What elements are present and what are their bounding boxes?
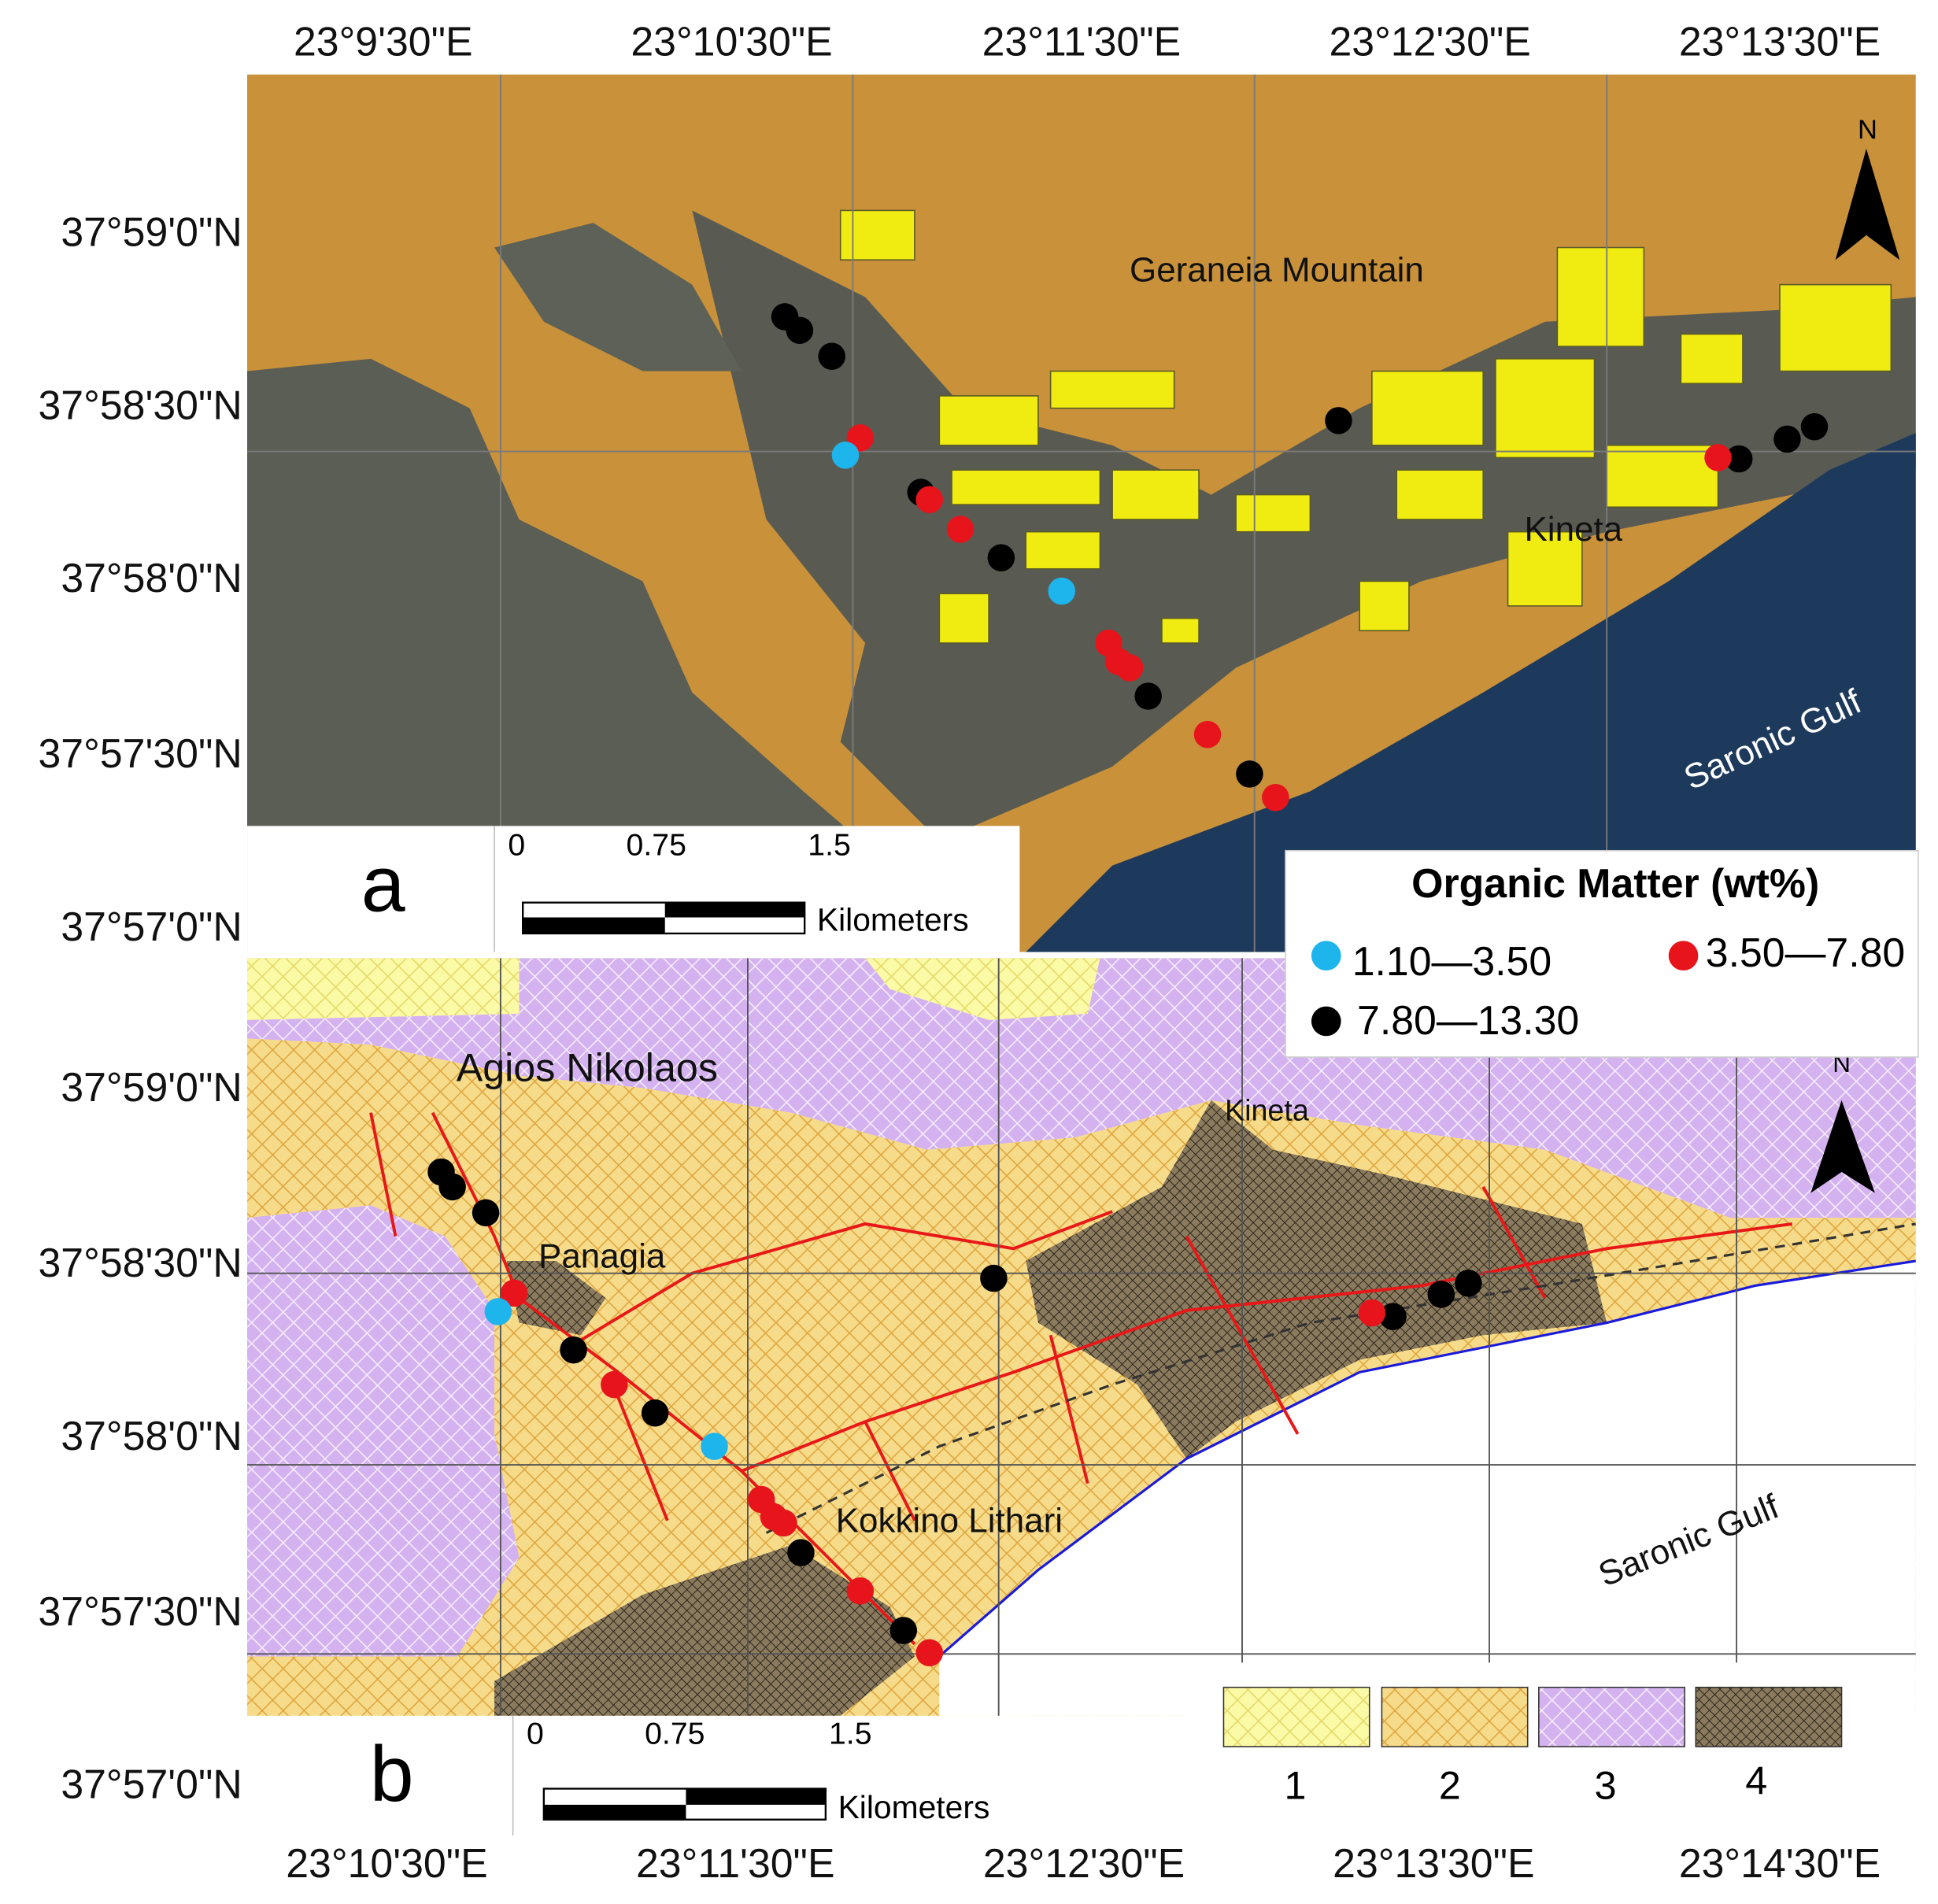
lat-label: 37°57'0"N xyxy=(61,1762,242,1807)
panel-label: b xyxy=(370,1730,414,1818)
lon-label: 23°12'30"E xyxy=(1329,19,1530,65)
place-label: Kineta xyxy=(1524,510,1622,549)
unit-swatch xyxy=(1538,1686,1685,1747)
lat-label: 37°57'30"N xyxy=(39,730,242,776)
scale-tick: 0 xyxy=(527,1716,544,1751)
scale-tick: 0.75 xyxy=(627,827,686,862)
unit-label: 1 xyxy=(1285,1764,1307,1808)
unit-label: 4 xyxy=(1745,1758,1767,1802)
lat-label: 37°58'30"N xyxy=(39,382,242,427)
scale-tick: 1.5 xyxy=(808,827,851,862)
scale-unit: Kilometers xyxy=(838,1789,990,1825)
north-label: N xyxy=(1858,115,1877,145)
scale-tick: 0.75 xyxy=(645,1716,705,1751)
north-arrow xyxy=(1810,1100,1875,1193)
unit-swatch xyxy=(1381,1686,1529,1747)
legend-label: 7.80—13.30 xyxy=(1357,997,1579,1043)
unit-swatch xyxy=(1695,1686,1843,1747)
lon-label: 23°12'30"E xyxy=(983,1840,1185,1886)
place-label: Kineta xyxy=(1225,1094,1309,1127)
lon-label: 23°11'30"E xyxy=(982,19,1182,65)
place-label: Panagia xyxy=(538,1237,666,1276)
scale-tick: 0 xyxy=(508,827,525,862)
lat-label: 37°58'30"N xyxy=(39,1240,242,1285)
lon-label: 23°14'30"E xyxy=(1679,1840,1881,1886)
scale-bar xyxy=(521,901,806,935)
lat-label: 37°58'0"N xyxy=(61,555,242,601)
coordinate-labels: 23°9'30"E 23°10'30"E 23°11'30"E 23°12'30… xyxy=(39,19,1881,1886)
legend-swatch xyxy=(1311,1006,1341,1037)
legend-title: Organic Matter (wt%) xyxy=(1411,860,1819,906)
lon-label: 23°13'30"E xyxy=(1679,19,1881,65)
lon-label: 23°11'30"E xyxy=(636,1840,835,1886)
lat-label: 37°57'0"N xyxy=(61,904,242,949)
scale-unit: Kilometers xyxy=(817,902,969,938)
legend-swatch xyxy=(1311,941,1341,971)
lat-label: 37°59'0"N xyxy=(61,1064,242,1110)
lat-label: 37°57'30"N xyxy=(39,1588,242,1634)
lon-label: 23°13'30"E xyxy=(1333,1840,1534,1886)
scale-tick: 1.5 xyxy=(829,1716,872,1751)
lon-label: 23°9'30"E xyxy=(294,19,473,65)
scale-bar xyxy=(542,1788,827,1821)
panel-label: a xyxy=(361,841,405,929)
lat-label: 37°58'0"N xyxy=(61,1413,242,1459)
place-label: Geraneia Mountain xyxy=(1130,251,1424,290)
north-arrow xyxy=(1835,148,1900,261)
unit-label: 3 xyxy=(1595,1764,1617,1808)
place-label: Kokkino Lithari xyxy=(836,1502,1063,1540)
place-label: Agios Nikolaos xyxy=(457,1046,718,1090)
panel-a-map xyxy=(247,74,1916,952)
panel-a-dots xyxy=(771,303,1829,812)
unit-label: 2 xyxy=(1439,1764,1461,1808)
legend-box xyxy=(1285,849,1919,1058)
legend-label: 3.50—7.80 xyxy=(1706,930,1905,975)
lon-label: 23°10'30"E xyxy=(631,19,832,65)
unit-swatch xyxy=(1222,1686,1370,1747)
legend-swatch xyxy=(1668,941,1699,971)
legend-label: 1.10—3.50 xyxy=(1352,938,1552,984)
lat-label: 37°59'0"N xyxy=(61,209,242,254)
lon-label: 23°10'30"E xyxy=(286,1840,487,1886)
panel-b-dots xyxy=(427,1158,1482,1667)
